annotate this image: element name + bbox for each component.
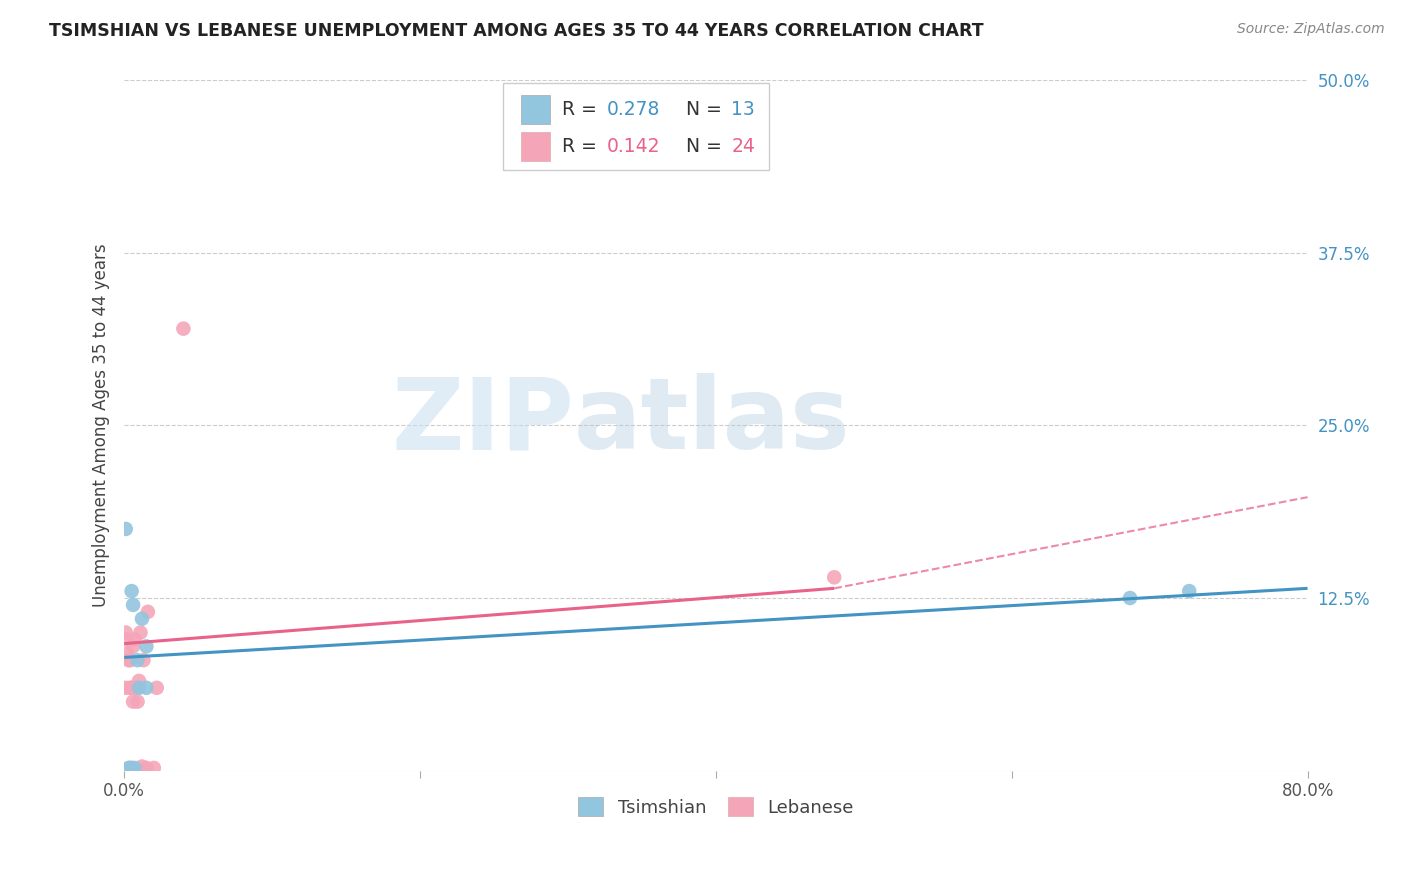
Point [135, 761, 157, 775]
Text: N =: N = [675, 137, 728, 156]
Text: R =: R = [562, 100, 603, 119]
Point [122, 640, 145, 654]
Point [136, 605, 159, 619]
Point [120, 761, 142, 775]
Text: 13: 13 [731, 100, 755, 119]
Text: ZIP: ZIP [391, 374, 574, 470]
Point [115, 646, 138, 660]
Point [127, 695, 149, 709]
Point [118, 761, 141, 775]
Text: atlas: atlas [574, 374, 851, 470]
Point [1178, 584, 1201, 599]
Y-axis label: Unemployment Among Ages 35 to 44 years: Unemployment Among Ages 35 to 44 years [93, 244, 110, 607]
Point [115, 632, 138, 647]
Text: Source: ZipAtlas.com: Source: ZipAtlas.com [1237, 22, 1385, 37]
Bar [520, 132, 550, 161]
Point [131, 759, 153, 773]
Point [121, 761, 143, 775]
Text: R =: R = [562, 137, 603, 156]
Point [132, 653, 155, 667]
Point [131, 612, 153, 626]
Point [128, 681, 150, 695]
Point [118, 653, 141, 667]
Point [121, 584, 143, 599]
Point [142, 761, 165, 775]
Point [121, 681, 143, 695]
Point [114, 522, 136, 536]
Point [114, 625, 136, 640]
FancyBboxPatch shape [503, 84, 769, 169]
Point [135, 681, 157, 695]
Point [120, 653, 142, 667]
Point [135, 640, 157, 654]
Point [128, 673, 150, 688]
Legend: Tsimshian, Lebanese: Tsimshian, Lebanese [571, 790, 860, 824]
Point [823, 570, 845, 584]
Text: 0.278: 0.278 [607, 100, 661, 119]
Text: 0.142: 0.142 [607, 137, 661, 156]
Point [145, 681, 167, 695]
Point [114, 681, 136, 695]
Point [172, 321, 194, 335]
Text: 24: 24 [731, 137, 755, 156]
Point [120, 681, 142, 695]
Point [122, 695, 145, 709]
Bar [520, 95, 550, 124]
Point [125, 681, 148, 695]
Point [129, 625, 152, 640]
Point [1119, 591, 1142, 605]
Text: N =: N = [675, 100, 728, 119]
Text: TSIMSHIAN VS LEBANESE UNEMPLOYMENT AMONG AGES 35 TO 44 YEARS CORRELATION CHART: TSIMSHIAN VS LEBANESE UNEMPLOYMENT AMONG… [49, 22, 984, 40]
Point [124, 761, 146, 775]
Point [124, 632, 146, 647]
Point [127, 653, 149, 667]
Point [122, 598, 145, 612]
